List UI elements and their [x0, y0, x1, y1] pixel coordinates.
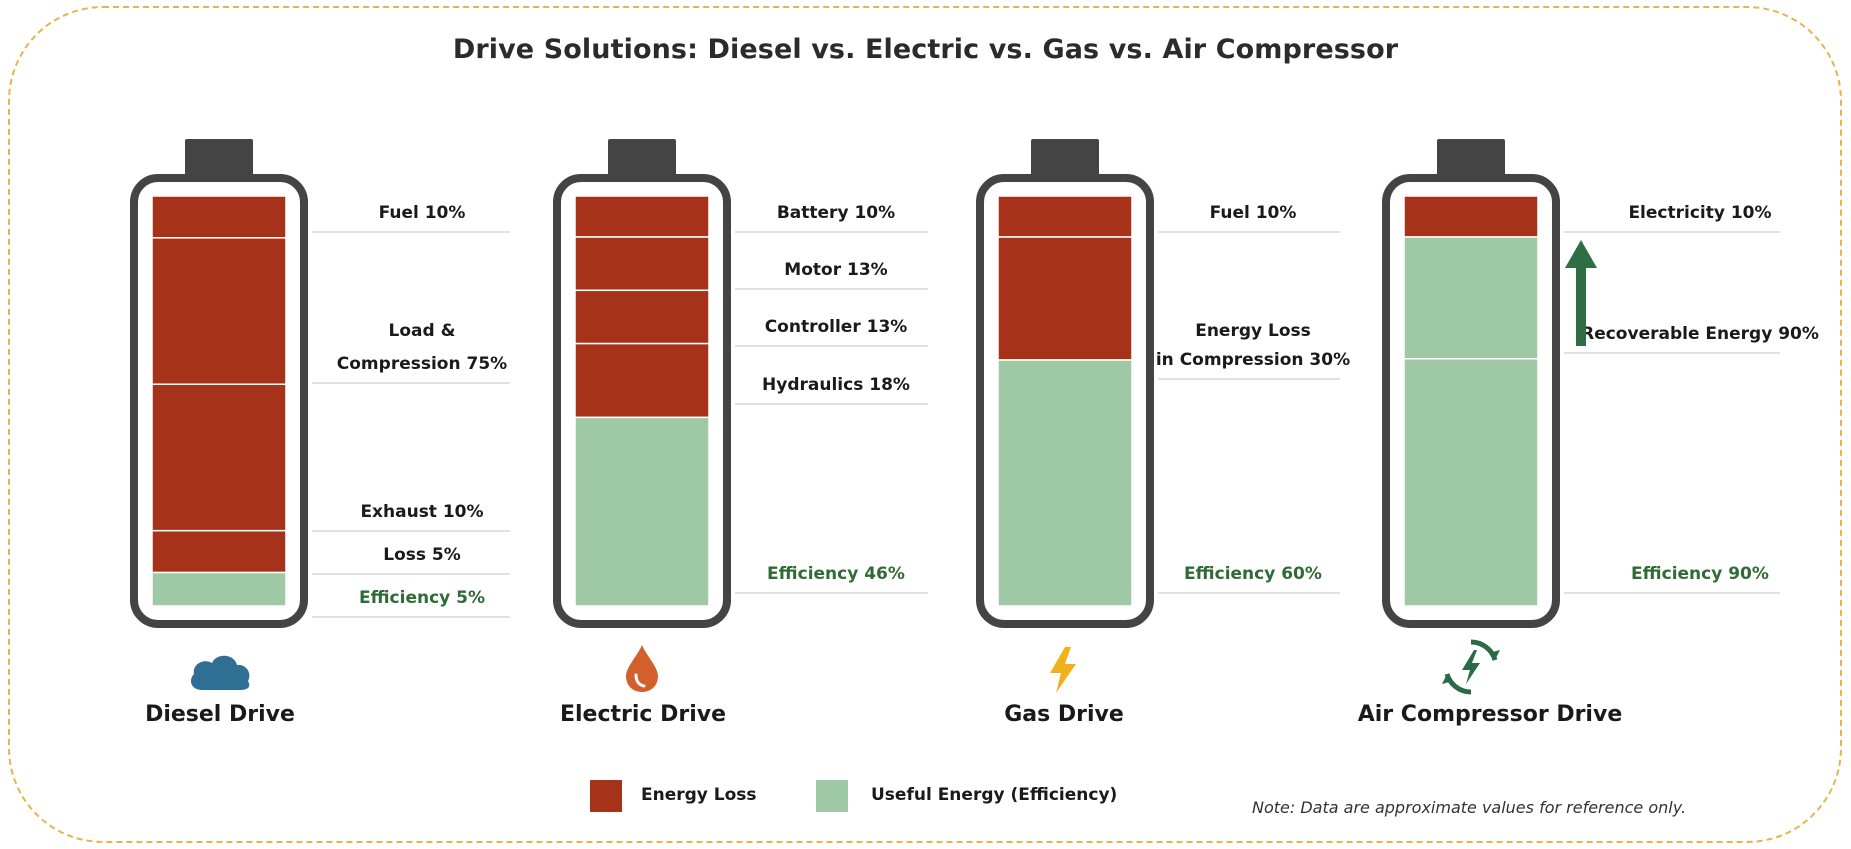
segment-label-electric-1: Battery 10%	[777, 203, 895, 223]
recycle-bolt-icon	[1442, 639, 1500, 695]
battery-cap-gas	[1031, 139, 1099, 181]
drive-name-gas: Gas Drive	[1004, 702, 1124, 727]
battery-body-electric	[553, 174, 731, 628]
battery-body-gas	[976, 174, 1154, 628]
segment-label-gas-2-line1: Energy Loss	[1195, 321, 1311, 341]
segment-diesel-1	[151, 195, 287, 239]
segment-label-gas-2-line2: in Compression 30%	[1156, 350, 1350, 370]
segment-label-diesel-5: Efficiency 5%	[359, 588, 485, 608]
segment-label-air-compressor-2: Recoverable Energy 90%	[1581, 324, 1819, 344]
segment-label-diesel-1: Fuel 10%	[379, 203, 466, 223]
segment-gas-1	[997, 195, 1133, 238]
segment-air-compressor-3	[1403, 358, 1539, 607]
chart-title: Drive Solutions: Diesel vs. Electric vs.…	[452, 34, 1399, 65]
segment-label-gas-1: Fuel 10%	[1210, 203, 1297, 223]
segment-gas-2	[997, 236, 1133, 361]
up-arrow-head	[1565, 240, 1597, 268]
segment-air-compressor-1	[1403, 195, 1539, 238]
outer-frame	[8, 6, 1842, 843]
legend-label-useful-energy: Useful Energy (Efficiency)	[871, 785, 1118, 805]
segment-electric-4	[574, 342, 710, 419]
footnote: Note: Data are approximate values for re…	[1252, 798, 1687, 817]
segment-label-diesel-4: Loss 5%	[383, 545, 461, 565]
segment-electric-1	[574, 195, 710, 238]
segment-label-gas-3: Efficiency 60%	[1184, 564, 1322, 584]
legend-label-energy-loss: Energy Loss	[641, 785, 757, 805]
segment-label-diesel-2-line2: Compression 75%	[337, 354, 507, 374]
cloud-icon	[190, 655, 250, 690]
segment-label-electric-2: Motor 13%	[784, 260, 887, 280]
segment-label-electric-3: Controller 13%	[765, 317, 908, 337]
droplet-icon	[626, 645, 658, 692]
segment-electric-5	[574, 416, 710, 607]
segment-label-air-compressor-3: Efficiency 90%	[1631, 564, 1769, 584]
up-arrow-shaft	[1576, 262, 1586, 346]
segment-diesel-5	[151, 571, 287, 607]
segment-electric-2	[574, 236, 710, 292]
battery-body-diesel	[130, 174, 308, 628]
segment-gas-3	[997, 359, 1133, 607]
segment-diesel-3	[151, 383, 287, 532]
segment-label-air-compressor-1: Electricity 10%	[1628, 203, 1771, 223]
segment-diesel-2	[151, 237, 287, 386]
segment-label-diesel-3: Exhaust 10%	[360, 502, 483, 522]
drive-name-diesel: Diesel Drive	[145, 702, 295, 727]
drive-name-air-compressor: Air Compressor Drive	[1357, 702, 1623, 727]
legend-swatch-energy-loss	[590, 780, 622, 812]
segment-air-compressor-2	[1403, 236, 1539, 360]
segment-diesel-4	[151, 529, 287, 574]
battery-cap-air-compressor	[1437, 139, 1505, 181]
battery-body-air-compressor	[1382, 174, 1560, 628]
legend-swatch-useful-energy	[816, 780, 848, 812]
drive-name-electric: Electric Drive	[559, 702, 727, 727]
segment-label-electric-5: Efficiency 46%	[767, 564, 905, 584]
segment-label-diesel-2-line1: Load &	[389, 321, 456, 341]
battery-cap-diesel	[185, 139, 253, 181]
lightning-bolt-icon	[1050, 647, 1076, 693]
segment-label-electric-4: Hydraulics 18%	[762, 375, 910, 395]
battery-cap-electric	[608, 139, 676, 181]
segment-electric-3	[574, 289, 710, 345]
